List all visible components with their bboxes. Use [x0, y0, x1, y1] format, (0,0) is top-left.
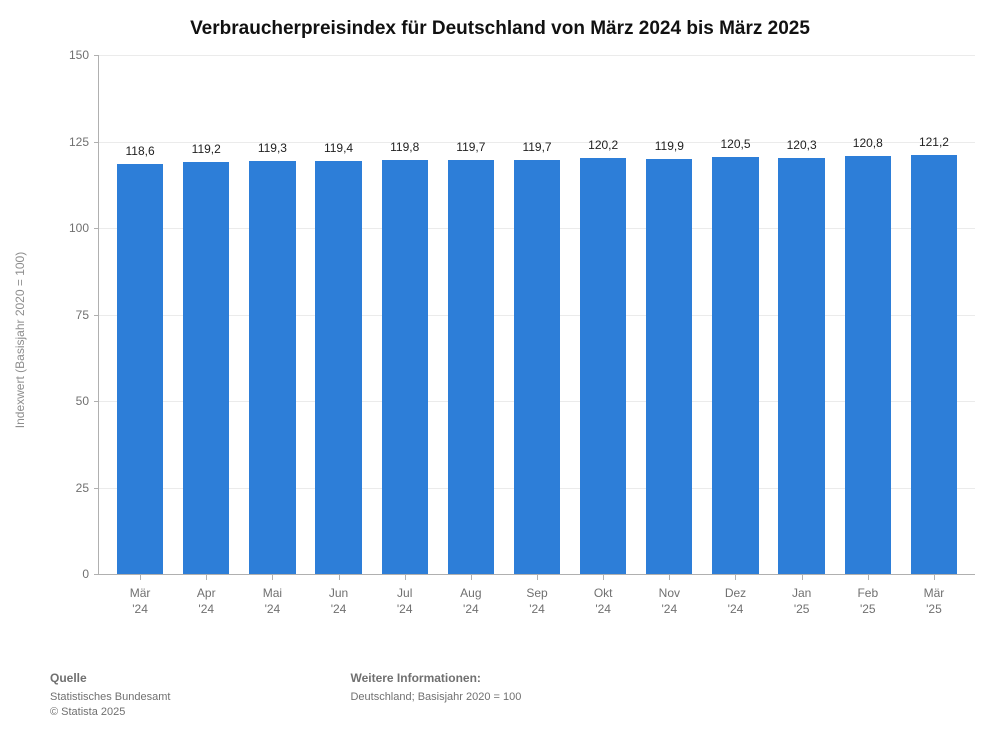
x-tick-mark	[272, 574, 273, 580]
footer: Quelle Statistisches Bundesamt © Statist…	[50, 670, 950, 720]
x-tick-label: Jan '25	[769, 586, 835, 617]
x-tick-label: Okt '24	[570, 586, 636, 617]
bar	[117, 164, 163, 574]
x-tick-label: Mär '25	[901, 586, 967, 617]
bar	[845, 156, 891, 574]
bar-slot: 119,4Jun '24	[305, 55, 371, 574]
x-tick-mark	[405, 574, 406, 580]
x-tick-label: Mär '24	[107, 586, 173, 617]
info-heading: Weitere Informationen:	[350, 670, 521, 686]
bar-value-label: 119,8	[390, 140, 419, 154]
bar-slot: 119,9Nov '24	[636, 55, 702, 574]
y-tick-label: 25	[59, 481, 99, 495]
x-tick-mark	[140, 574, 141, 580]
bar-slot: 121,2Mär '25	[901, 55, 967, 574]
bar	[382, 160, 428, 575]
copyright-line: © Statista 2025	[50, 705, 170, 720]
bar	[315, 161, 361, 574]
x-tick-mark	[934, 574, 935, 580]
x-tick-label: Aug '24	[438, 586, 504, 617]
bar-value-label: 119,3	[258, 141, 287, 155]
x-tick-label: Apr '24	[173, 586, 239, 617]
x-tick-label: Jul '24	[372, 586, 438, 617]
x-tick-label: Sep '24	[504, 586, 570, 617]
bar	[183, 162, 229, 574]
bar	[646, 159, 692, 574]
bar-value-label: 120,5	[720, 137, 750, 151]
bar-value-label: 119,7	[522, 140, 551, 154]
x-tick-mark	[802, 574, 803, 580]
bar	[911, 155, 957, 574]
info-block: Weitere Informationen: Deutschland; Basi…	[350, 670, 521, 720]
bar-slot: 118,6Mär '24	[107, 55, 173, 574]
x-tick-label: Jun '24	[305, 586, 371, 617]
y-axis-label: Indexwert (Basisjahr 2020 = 100)	[13, 252, 27, 428]
x-tick-label: Feb '25	[835, 586, 901, 617]
bar-value-label: 119,2	[192, 142, 221, 156]
y-tick-label: 125	[59, 135, 99, 149]
bar-slot: 119,7Sep '24	[504, 55, 570, 574]
source-line: Statistisches Bundesamt	[50, 690, 170, 705]
chart-title: Verbraucherpreisindex für Deutschland vo…	[0, 0, 1000, 48]
bar-slot: 119,3Mai '24	[239, 55, 305, 574]
bar	[712, 157, 758, 574]
bar	[778, 158, 824, 574]
bar-slot: 120,2Okt '24	[570, 55, 636, 574]
bar-slot: 119,8Jul '24	[372, 55, 438, 574]
bar-value-label: 120,2	[588, 138, 618, 152]
bar-slot: 120,8Feb '25	[835, 55, 901, 574]
bar-container: 118,6Mär '24119,2Apr '24119,3Mai '24119,…	[99, 55, 975, 574]
x-tick-mark	[471, 574, 472, 580]
chart-area: Indexwert (Basisjahr 2020 = 100) 118,6Mä…	[50, 55, 980, 625]
bar	[448, 160, 494, 574]
bar	[249, 161, 295, 574]
source-block: Quelle Statistisches Bundesamt © Statist…	[50, 670, 170, 720]
bar-slot: 120,5Dez '24	[702, 55, 768, 574]
bar-value-label: 119,9	[655, 139, 684, 153]
bar-value-label: 119,4	[324, 141, 353, 155]
y-tick-label: 50	[59, 394, 99, 408]
x-tick-mark	[868, 574, 869, 580]
bar-slot: 120,3Jan '25	[769, 55, 835, 574]
bar	[514, 160, 560, 574]
x-tick-mark	[735, 574, 736, 580]
plot-area: 118,6Mär '24119,2Apr '24119,3Mai '24119,…	[98, 55, 975, 575]
x-tick-label: Dez '24	[702, 586, 768, 617]
x-tick-mark	[603, 574, 604, 580]
x-tick-mark	[206, 574, 207, 580]
x-tick-mark	[669, 574, 670, 580]
bar-value-label: 121,2	[919, 135, 949, 149]
bar-value-label: 120,8	[853, 136, 883, 150]
y-tick-label: 150	[59, 48, 99, 62]
bar-value-label: 120,3	[787, 138, 817, 152]
x-tick-mark	[339, 574, 340, 580]
y-tick-label: 75	[59, 308, 99, 322]
y-tick-label: 100	[59, 221, 99, 235]
bar-slot: 119,2Apr '24	[173, 55, 239, 574]
bar-value-label: 119,7	[456, 140, 485, 154]
x-tick-label: Nov '24	[636, 586, 702, 617]
source-heading: Quelle	[50, 670, 170, 686]
bar-value-label: 118,6	[126, 144, 155, 158]
x-tick-mark	[537, 574, 538, 580]
x-tick-label: Mai '24	[239, 586, 305, 617]
y-tick-label: 0	[59, 567, 99, 581]
info-line: Deutschland; Basisjahr 2020 = 100	[350, 690, 521, 705]
bar	[580, 158, 626, 574]
bar-slot: 119,7Aug '24	[438, 55, 504, 574]
